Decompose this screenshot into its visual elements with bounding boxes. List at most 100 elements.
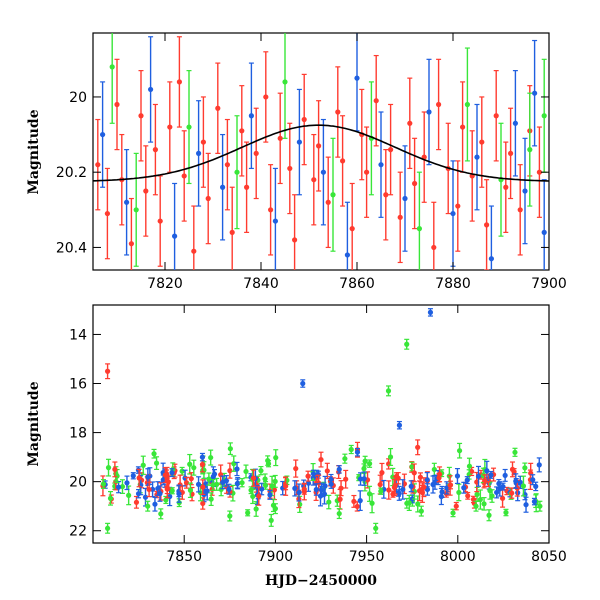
bottom-baseline-red-point [379, 462, 385, 483]
top-blue-data-point [220, 133, 226, 241]
bottom-baseline-green-point [406, 494, 412, 512]
top-blue-data-point [148, 36, 154, 143]
bottom-baseline-blue-point [531, 497, 538, 506]
bottom-baseline-green-point [268, 513, 274, 527]
top-red-data-point [335, 66, 341, 158]
bottom-baseline-blue-point [430, 475, 436, 494]
top-blue-data-point [426, 58, 432, 166]
bottom-baseline-blue-point [464, 476, 470, 485]
top-red-data-point [373, 54, 379, 147]
top-green-data-point [330, 137, 336, 252]
bottom-baseline-green-point [140, 455, 146, 475]
bottom-data-points [104, 308, 543, 534]
bottom-baseline-green-point [187, 482, 194, 499]
bottom-baseline-blue-point [357, 490, 363, 511]
bottom-baseline-blue-point [157, 485, 163, 502]
bottom-baseline-red-point [305, 470, 311, 482]
bottom-baseline-green-point [153, 456, 160, 470]
bottom-x-tick-label: 8050 [531, 549, 567, 565]
bottom-blue-data-point [300, 379, 306, 388]
bottom-axis-ticks: 7850 7900 7950 8000 8050 14 16 18 20 22 [69, 305, 567, 565]
bottom-baseline-green-point [262, 473, 268, 485]
bottom-baseline-red-point [146, 481, 152, 498]
bottom-baseline-green-point [169, 487, 175, 495]
top-red-data-point [104, 167, 110, 260]
bottom-baseline-blue-point [130, 472, 136, 480]
top-red-data-point [200, 96, 206, 188]
top-red-data-point [325, 156, 331, 249]
top-red-data-point [349, 182, 355, 270]
bottom-baseline-green-point [326, 494, 332, 510]
bottom-baseline-red-point [250, 469, 257, 487]
bottom-baseline-green-point [258, 465, 264, 476]
bottom-baseline-green-point [191, 459, 197, 476]
top-blue-data-point [172, 182, 178, 270]
bottom-baseline-green-point [366, 459, 373, 468]
top-green-data-point [527, 92, 533, 207]
top-red-data-point [263, 51, 269, 143]
top-red-data-point [138, 70, 144, 162]
bottom-baseline-green-point [348, 444, 354, 455]
bottom-baseline-red-point [301, 483, 307, 495]
bottom-baseline-red-point [343, 469, 349, 489]
bottom-red-data-point [415, 439, 421, 456]
top-red-data-point [460, 81, 466, 173]
bottom-baseline-green-point [105, 458, 112, 477]
bottom-baseline-blue-point [502, 468, 508, 482]
top-blue-data-point [378, 111, 384, 218]
bottom-blue-data-point [336, 465, 342, 474]
bottom-baseline-red-point [136, 468, 142, 488]
top-red-data-point [176, 36, 182, 128]
top-red-data-point [253, 107, 259, 200]
bottom-baseline-red-point [338, 480, 344, 497]
top-red-data-point [493, 70, 499, 162]
bottom-panel: 7850 7900 7950 8000 8050 14 16 18 20 22 Magnitude… [26, 304, 567, 589]
top-red-data-point [157, 175, 163, 267]
bottom-baseline-blue-point [361, 471, 367, 486]
bottom-green-data-point [473, 500, 479, 512]
top-red-data-point [143, 145, 149, 237]
bottom-red-data-point [436, 466, 443, 483]
top-green-data-point [109, 33, 115, 124]
bottom-baseline-green-point [187, 453, 193, 475]
bottom-baseline-blue-point [234, 461, 240, 477]
bottom-baseline-blue-point [461, 481, 467, 494]
bottom-baseline-red-point [416, 480, 423, 502]
bottom-x-tick-label: 7950 [349, 549, 385, 565]
bottom-plot-frame [92, 304, 550, 544]
bottom-baseline-green-point [512, 447, 518, 457]
bottom-baseline-blue-point [310, 469, 317, 478]
top-blue-data-point [248, 62, 254, 170]
top-red-data-point [224, 118, 230, 211]
bottom-y-tick-label: 22 [69, 524, 87, 540]
bottom-baseline-points [100, 442, 542, 527]
bottom-baseline-blue-point [513, 473, 519, 489]
top-blue-data-point [344, 201, 350, 270]
top-red-data-point [479, 96, 485, 188]
bottom-green-data-point [373, 522, 379, 534]
top-green-data-point [416, 171, 422, 270]
bottom-green-data-point [418, 505, 424, 517]
bottom-baseline-red-point [421, 477, 427, 498]
bottom-baseline-green-point [179, 466, 185, 476]
bottom-baseline-blue-point [152, 496, 158, 512]
bottom-green-data-point [537, 500, 543, 512]
bottom-green-data-point [145, 500, 151, 512]
bottom-baseline-red-point [133, 495, 140, 509]
bottom-baseline-red-point [316, 474, 322, 492]
bottom-baseline-blue-point [267, 489, 273, 500]
top-y-tick-label: 20 [69, 90, 87, 106]
bottom-baseline-blue-point [396, 485, 402, 501]
top-green-data-point [498, 122, 504, 237]
bottom-baseline-blue-point [321, 483, 328, 505]
bottom-baseline-blue-point [536, 457, 542, 473]
bottom-green-data-point [227, 510, 233, 522]
top-blue-data-point [354, 33, 360, 132]
bottom-baseline-blue-point [176, 484, 182, 503]
bottom-red-data-point [509, 461, 516, 478]
top-blue-data-point [272, 167, 278, 270]
top-x-tick-label: 7860 [339, 276, 375, 292]
bottom-baseline-green-point [227, 442, 233, 456]
bottom-baseline-blue-point [475, 465, 482, 487]
